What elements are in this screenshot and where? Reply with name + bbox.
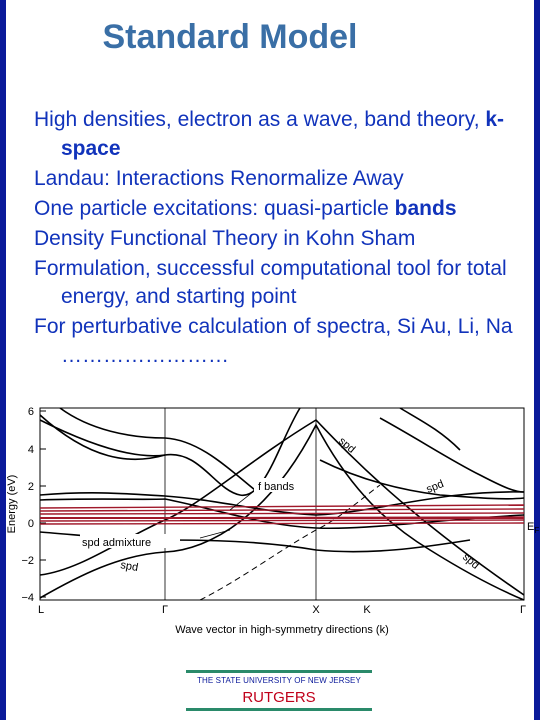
spd-label-top: spd	[336, 435, 357, 456]
band-structure-plot: 6 4 2 0 −2 −4 Energy (eV) L Γ X K Γ Wave…	[6, 406, 539, 636]
band-11	[319, 459, 525, 500]
y-tick-label: −4	[21, 592, 34, 604]
band-4	[39, 414, 166, 461]
fermi-level-label: EF	[527, 521, 539, 535]
y-tick-label: 0	[28, 518, 34, 530]
band-5	[59, 407, 256, 491]
annotation-leaders	[199, 487, 259, 539]
f-band-2	[39, 508, 525, 512]
f-bands-label: f bands	[258, 481, 295, 493]
y-tick-label: 2	[28, 481, 34, 493]
y-axis-label: Energy (eV)	[6, 475, 18, 534]
spd-label-right: spd	[425, 478, 446, 496]
bullet-list: High densities, electron as a wave, band…	[34, 106, 524, 372]
band-10	[399, 407, 461, 451]
bullet-item: One particle excitations: quasi-particle…	[34, 196, 457, 220]
f-band-1	[39, 504, 525, 509]
f-bands-label-bg	[254, 478, 298, 492]
logo-rule-top	[186, 670, 372, 673]
f-band-3	[39, 512, 525, 515]
right-border	[534, 0, 540, 720]
y-tick-label: 4	[28, 444, 34, 456]
symmetry-lines	[164, 408, 317, 600]
band-1	[39, 423, 525, 601]
spd-bands	[39, 407, 525, 601]
x-tick-label: X	[312, 604, 320, 616]
university-logo: THE STATE UNIVERSITY OF NEW JERSEY RUTGE…	[186, 670, 372, 711]
band-9	[379, 417, 525, 493]
bullet-item: Formulation, successful computational to…	[34, 256, 507, 309]
university-name: THE STATE UNIVERSITY OF NEW JERSEY	[197, 676, 361, 685]
plot-frame	[39, 407, 525, 601]
spd-admixture-label: spd admixture	[82, 537, 151, 549]
x-axis-label: Wave vector in high-symmetry directions …	[175, 624, 389, 636]
dashed-band	[199, 484, 381, 601]
f-bands	[39, 504, 525, 525]
band-3	[39, 407, 301, 496]
y-tick-label: 6	[28, 406, 34, 418]
f-band-5	[39, 519, 525, 522]
slide-title: Standard Model	[102, 18, 358, 56]
spd-label-left: spd	[119, 559, 139, 574]
f-band-6	[39, 522, 525, 525]
logo-rule-bottom	[186, 708, 372, 711]
x-tick-label: K	[363, 604, 371, 616]
bullet-item: High densities, electron as a wave, band…	[34, 108, 505, 160]
y-tick-marks	[40, 410, 46, 598]
band-6	[39, 491, 525, 516]
x-tick-label: Γ	[162, 604, 168, 616]
rutgers-wordmark: RUTGERS	[242, 689, 316, 706]
y-tick-label: −2	[21, 555, 34, 567]
x-tick-label: L	[38, 604, 44, 616]
left-border	[0, 0, 6, 720]
bullet-item: Density Functional Theory in Kohn Sham	[34, 226, 416, 250]
spd-admixture-label-bg	[80, 534, 180, 548]
bullet-item: For perturbative calculation of spectra,…	[34, 315, 513, 367]
bullet-item: Landau: Interactions Renormalize Away	[34, 166, 404, 190]
x-tick-label: Γ	[520, 604, 526, 616]
spd-label-lower-right: spd	[460, 551, 481, 572]
